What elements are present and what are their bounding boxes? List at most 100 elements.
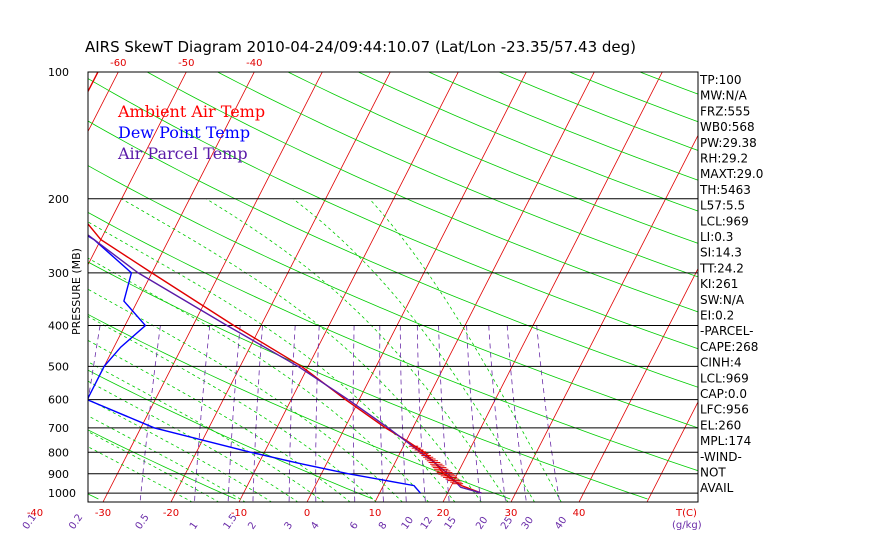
mixing-ratio-line [399,325,407,502]
dry-adiabat-line [88,493,99,500]
index-entry: TP:100 [699,73,742,87]
index-entry: PW:29.38 [700,136,757,150]
mixing-ratio-tick: 30 [520,515,536,532]
mixing-ratio-line [506,325,527,502]
dry-adiabat-line [217,72,698,278]
mixing-ratio-line [488,325,506,502]
mixing-ratio-unit: (g/kg) [672,520,702,531]
moist-adiabat-line [88,339,351,502]
index-entry: RH:29.2 [700,152,748,166]
moist-adiabat-line [121,198,482,502]
pressure-tick-label: 600 [48,394,69,407]
mixing-ratio-line [466,325,482,502]
mixing-ratio-tick: 2 [246,520,259,532]
index-entry: MW:N/A [700,89,748,103]
index-entry: CINH:4 [700,356,742,370]
pressure-tick-label: 100 [48,66,69,79]
pressure-tick-label: 200 [48,193,69,206]
dry-adiabat-line [428,72,698,181]
pressure-tick-label: 700 [48,422,69,435]
bottom-temp-tick: -10 [231,508,247,519]
axis-layer: 1002003004005006007008009001000PRESSURE … [21,58,702,532]
bottom-temp-tick: 10 [369,508,382,519]
mixing-ratio-line [352,325,356,502]
index-entry: EL:260 [700,418,741,432]
dry-adiabat-line [781,72,870,499]
legend-entry: Air Parcel Temp [117,144,248,163]
isotherm-line [510,134,698,502]
mixing-ratio-line [536,325,561,502]
mixing-ratio-line [438,325,450,502]
index-entry: KI:261 [700,277,738,291]
index-entry: LCL:969 [700,371,749,385]
profile-layer [88,72,482,494]
mixing-ratio-tick: 1 [188,520,201,532]
index-entry: -WIND- [700,450,742,464]
moist-adiabat-line [88,257,430,502]
dry-adiabat-line [88,261,648,500]
mixing-ratio-tick: 12 [419,515,435,532]
mixing-ratio-line [288,325,296,502]
pressure-tick-label: 400 [48,320,69,333]
pressure-tick-label: 300 [48,267,69,280]
legend: Ambient Air Temp Dew Point Temp Air Parcel… [117,102,265,163]
mixing-ratio-tick: 10 [400,515,416,532]
plot-border [87,71,699,503]
dry-adiabat-line [851,72,870,499]
moist-adiabat-line [88,288,404,502]
bottom-temp-tick: -20 [163,508,179,519]
isotherm-line [170,72,391,502]
top-temp-tick: -40 [246,58,262,69]
temperature-profile [88,72,482,494]
mixing-ratio-tick: 8 [377,520,390,532]
mixing-ratio-tick: 3 [283,520,296,532]
bottom-temp-tick: -40 [27,508,43,519]
pressure-tick-label: 500 [48,360,69,373]
mixing-ratio-tick: 0.2 [67,512,85,531]
mixing-ratio-line [88,325,101,405]
index-entry: LFC:956 [700,403,749,417]
top-temp-tick: -50 [178,58,194,69]
isotherm-line [88,72,187,266]
index-entry: L57:5.5 [700,199,745,213]
dry-adiabat-line [88,78,698,350]
moist-adiabat-line [88,446,193,502]
pressure-tick-label: 1000 [48,487,76,500]
mixing-ratio-line [227,325,241,502]
index-entry: CAPE:268 [700,340,758,354]
mixing-ratio-tick: 0.5 [134,512,152,531]
moist-adiabat-line [205,198,509,502]
index-entry: TT:24.2 [699,261,744,275]
index-entry: LCL:969 [700,214,749,228]
mixing-ratio-line [194,325,211,502]
isotherm-line [442,72,663,502]
index-entry: SI:14.3 [700,246,742,260]
index-entry: AVAIL [700,481,734,495]
isotherm-line [88,72,119,133]
legend-entry: Ambient Air Temp [117,102,265,121]
index-entry: MPL:174 [700,434,751,448]
moist-adiabat-line [292,198,535,502]
moist-adiabat-line [88,398,273,502]
index-entry: CAP:0.0 [700,387,747,401]
mixing-ratio-line [315,325,320,502]
index-entry: WB0:568 [700,120,755,134]
parcel-profile [88,234,482,494]
mixing-ratio-tick: 6 [348,520,361,532]
y-axis-label: PRESSURE (MB) [70,248,83,335]
temp-unit-label: T(C) [675,508,697,519]
bottom-temp-tick: 30 [505,508,518,519]
dry-adiabat-line [147,72,698,313]
isotherm-line [238,72,459,502]
index-entry: NOT [700,466,726,480]
mixing-ratio-line [252,325,263,502]
dry-adiabat-line [498,72,698,151]
dewpoint-profile [88,235,421,494]
mixing-ratio-tick: 20 [474,515,490,532]
isotherm-line [0,72,50,502]
moist-adiabat-line [88,415,246,502]
dry-adiabat-line [88,120,698,388]
grid-layer [0,72,870,502]
